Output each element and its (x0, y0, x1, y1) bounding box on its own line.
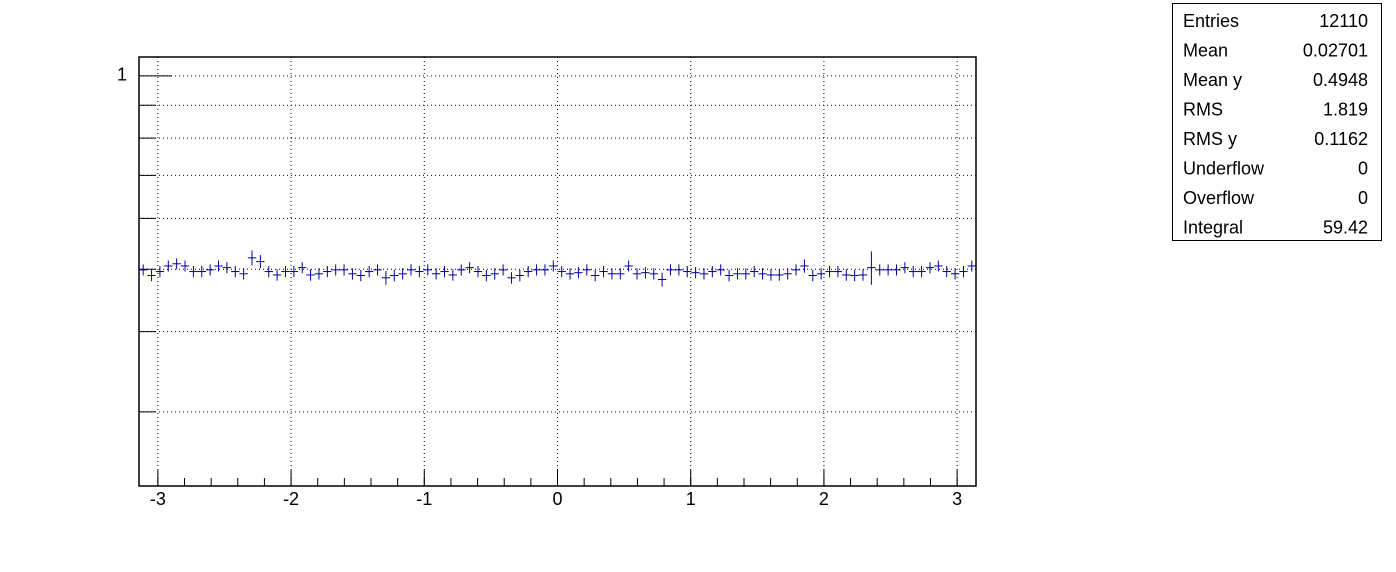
stats-value: 0 (1358, 188, 1368, 208)
stats-label: RMS y (1183, 129, 1237, 149)
x-tick-label: -2 (283, 489, 299, 509)
stats-value: 12110 (1319, 11, 1368, 31)
x-tick-label: -3 (150, 489, 166, 509)
stats-value: 0.4948 (1313, 70, 1368, 90)
stats-label: RMS (1183, 99, 1223, 119)
x-tick-label: 3 (952, 489, 962, 509)
stats-label: Integral (1183, 217, 1243, 237)
y-tick-label: 1 (117, 65, 127, 85)
stats-value: 59.42 (1323, 217, 1368, 237)
plot-frame (138, 56, 977, 487)
stats-label: Mean (1183, 40, 1228, 60)
stats-label: Overflow (1183, 188, 1255, 208)
stats-value: 1.819 (1323, 99, 1368, 119)
stats-label: Underflow (1183, 158, 1265, 178)
stats-value: 0.02701 (1303, 40, 1368, 60)
stats-label: Entries (1183, 11, 1239, 31)
stats-box (1172, 3, 1382, 241)
stats-value: 0 (1358, 158, 1368, 178)
stats-label: Mean y (1183, 70, 1242, 90)
stats-value: 0.1162 (1314, 129, 1368, 149)
x-tick-label: -1 (416, 489, 432, 509)
x-tick-label: 0 (552, 489, 562, 509)
x-tick-label: 1 (686, 489, 696, 509)
x-tick-label: 2 (819, 489, 829, 509)
